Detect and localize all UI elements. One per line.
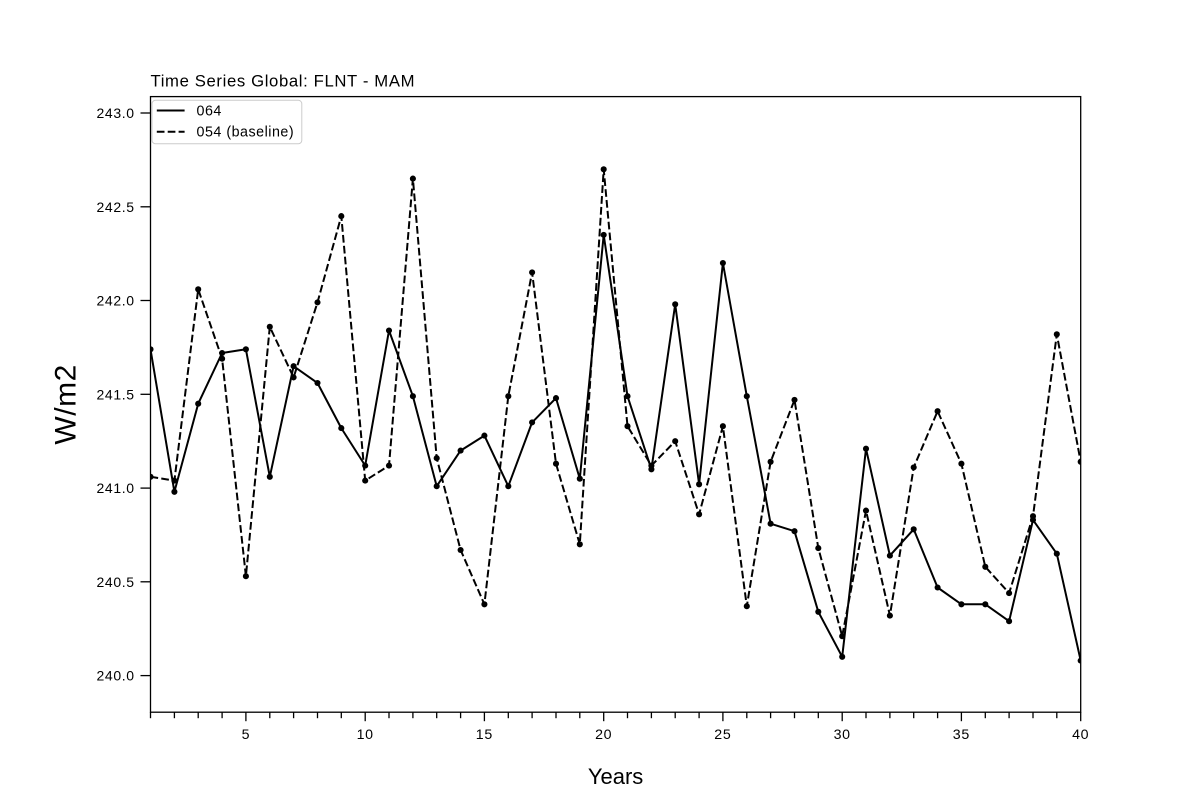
svg-text:Years: Years bbox=[588, 764, 643, 789]
svg-text:242.5: 242.5 bbox=[97, 199, 135, 215]
svg-text:243.0: 243.0 bbox=[97, 105, 135, 121]
svg-text:30: 30 bbox=[834, 727, 851, 743]
svg-text:35: 35 bbox=[953, 727, 970, 743]
svg-text:240.5: 240.5 bbox=[97, 574, 135, 590]
svg-text:10: 10 bbox=[357, 727, 374, 743]
svg-text:5: 5 bbox=[242, 727, 251, 743]
svg-text:242.0: 242.0 bbox=[97, 293, 135, 309]
svg-text:15: 15 bbox=[476, 727, 493, 743]
svg-text:241.5: 241.5 bbox=[97, 386, 135, 402]
svg-text:W/m2: W/m2 bbox=[50, 364, 83, 444]
svg-text:241.0: 241.0 bbox=[97, 480, 135, 496]
svg-text:25: 25 bbox=[714, 727, 731, 743]
svg-text:Time Series Global: FLNT - MAM: Time Series Global: FLNT - MAM bbox=[151, 72, 416, 91]
svg-text:054 (baseline): 054 (baseline) bbox=[197, 125, 295, 141]
svg-text:40: 40 bbox=[1072, 727, 1089, 743]
svg-text:20: 20 bbox=[595, 727, 612, 743]
svg-text:240.0: 240.0 bbox=[97, 668, 135, 684]
svg-text:064: 064 bbox=[197, 104, 222, 120]
